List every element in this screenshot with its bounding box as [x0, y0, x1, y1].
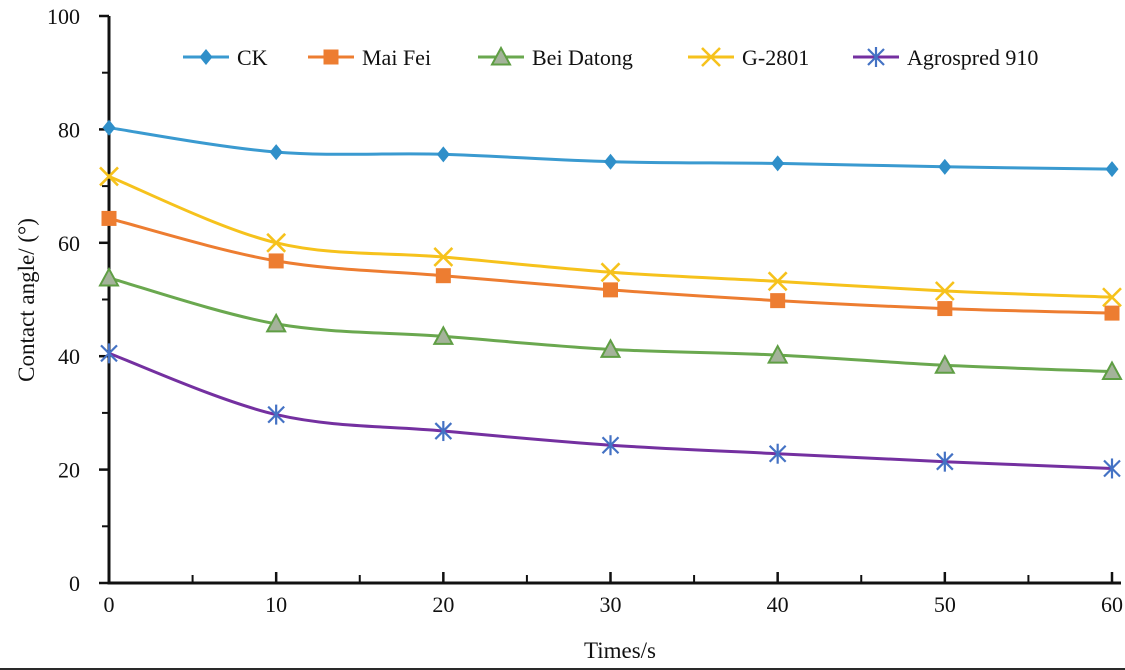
legend-label-g-2801: G-2801 — [742, 45, 809, 70]
marker-diamond-ck — [102, 119, 116, 136]
figure-bottom-border — [0, 668, 1125, 670]
marker-square-legend-mai-fei — [323, 49, 339, 65]
y-tick-label: 20 — [58, 458, 80, 483]
legend-item-bei-datong: Bei Datong — [478, 45, 633, 70]
legend-item-ck: CK — [183, 45, 268, 70]
series-line-mai-fei — [107, 216, 1114, 315]
x-tick-label: 20 — [432, 592, 454, 617]
axes: 0 20 40 60 80 100 0 10 20 30 40 50 60 — [47, 4, 1123, 617]
marker-diamond-ck — [604, 153, 617, 170]
marker-asterisk-agrospred-910 — [1103, 458, 1121, 479]
marker-asterisk-agrospred-910 — [267, 404, 285, 425]
x-tick-label: 60 — [1101, 592, 1123, 617]
marker-square-mai-fei — [101, 210, 117, 226]
x-tick-label: 10 — [265, 592, 287, 617]
marker-triangle-legend-bei-datong — [490, 45, 512, 66]
y-tick-label: 100 — [47, 4, 80, 29]
marker-square-mai-fei — [770, 293, 786, 309]
marker-diamond-ck — [938, 158, 952, 175]
marker-asterisk-legend-agrospred-910 — [867, 47, 885, 67]
legend-label-mai-fei: Mai Fei — [362, 45, 431, 70]
marker-triangle-bei-datong — [766, 343, 789, 364]
marker-asterisk-agrospred-910 — [100, 343, 118, 364]
series-mai-fei — [101, 210, 1120, 321]
x-tick-label: 40 — [767, 592, 789, 617]
x-tick-label: 50 — [934, 592, 956, 617]
marker-x-g-2801 — [1102, 287, 1122, 308]
x-axis-title: Times/s — [584, 638, 656, 663]
x-tick-label: 0 — [104, 592, 115, 617]
y-tick-label: 80 — [58, 117, 80, 142]
marker-triangle-bei-datong — [265, 312, 287, 333]
marker-square-mai-fei — [937, 301, 953, 317]
legend-item-agrospred-910: Agrospred 910 — [853, 45, 1038, 70]
marker-diamond-ck — [1105, 161, 1119, 178]
marker-triangle-bei-datong — [599, 338, 622, 358]
y-tick-label: 40 — [58, 344, 80, 369]
legend-label-agrospred-910: Agrospred 910 — [907, 45, 1038, 70]
series-bei-datong — [98, 266, 1123, 381]
marker-asterisk-agrospred-910 — [768, 443, 787, 464]
marker-x-legend-g-2801 — [701, 47, 721, 67]
marker-asterisk-agrospred-910 — [601, 435, 620, 456]
marker-x-g-2801 — [433, 247, 454, 267]
marker-x-g-2801 — [99, 166, 119, 187]
marker-triangle-bei-datong — [934, 354, 956, 374]
x-tick-label: 30 — [600, 592, 622, 617]
marker-x-g-2801 — [266, 232, 287, 253]
marker-diamond-ck — [771, 155, 785, 172]
marker-square-mai-fei — [603, 282, 618, 298]
marker-asterisk-agrospred-910 — [936, 451, 954, 472]
marker-square-mai-fei — [268, 253, 284, 269]
legend: CK Mai Fei Bei Datong G-2801 Agrospred 910 — [183, 45, 1038, 70]
series-line-g-2801 — [107, 174, 1114, 299]
y-tick-label: 60 — [58, 231, 80, 256]
series-agrospred-910 — [100, 343, 1121, 479]
marker-diamond-ck — [436, 146, 450, 163]
marker-triangle-bei-datong — [98, 266, 120, 287]
series-g-2801 — [99, 166, 1122, 308]
series-ck — [102, 119, 1119, 178]
marker-square-mai-fei — [435, 268, 451, 284]
y-tick-label: 0 — [69, 571, 80, 596]
marker-x-g-2801 — [934, 281, 955, 301]
marker-triangle-bei-datong — [1101, 360, 1123, 381]
legend-label-ck: CK — [237, 45, 268, 70]
legend-label-bei-datong: Bei Datong — [532, 45, 633, 70]
marker-x-g-2801 — [767, 271, 788, 292]
legend-item-g-2801: G-2801 — [688, 45, 809, 70]
marker-triangle-bei-datong — [432, 325, 455, 345]
marker-diamond-ck — [269, 144, 283, 161]
marker-asterisk-agrospred-910 — [434, 421, 453, 442]
marker-diamond-legend-ck — [199, 49, 213, 65]
marker-square-mai-fei — [1104, 305, 1120, 321]
y-axis-title: Contact angle/ (°) — [14, 218, 39, 382]
marker-x-g-2801 — [600, 262, 621, 283]
legend-item-mai-fei: Mai Fei — [308, 45, 431, 70]
